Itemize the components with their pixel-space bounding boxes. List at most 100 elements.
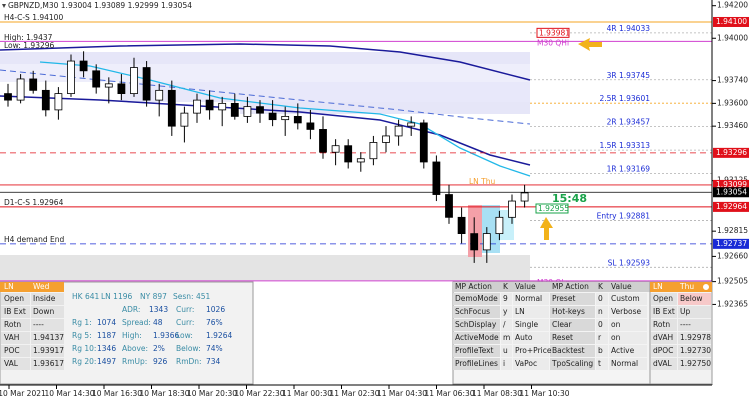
price-marker-label: 1.92964: [716, 202, 747, 211]
stat: RmUp:: [122, 357, 147, 366]
cell: [501, 358, 512, 370]
x-tick-label: 11 Mar 06:30: [424, 389, 474, 398]
price-marker-box: [713, 147, 749, 158]
cell: [678, 306, 711, 318]
stat: 926: [153, 357, 168, 366]
panel-cell: 1.94137: [33, 333, 64, 342]
cell: [513, 332, 549, 344]
settings-cell: ActiveMode: [455, 333, 499, 342]
timer: 15:48: [552, 192, 587, 205]
candle-body: [167, 89, 176, 127]
level-label: H4-C-S 1.94100: [4, 13, 63, 22]
cell: [31, 358, 64, 370]
candle-body: [445, 194, 453, 218]
panel-cell: IB Ext: [4, 307, 26, 316]
cell: [513, 319, 549, 331]
candle-body: [419, 122, 428, 163]
stat: 1343: [149, 305, 168, 314]
panel-cell: 1.92750: [680, 359, 711, 368]
settings-cell: LN: [515, 307, 525, 316]
panel-cell: Open: [4, 294, 24, 303]
settings-icon: [702, 283, 710, 291]
candle-body: [319, 129, 327, 153]
panel-header: LN: [653, 282, 663, 291]
settings-cell: ProfileText: [455, 346, 494, 355]
stat: 48: [153, 318, 163, 327]
panel-cell: Inside: [33, 294, 56, 303]
cell: [550, 306, 595, 318]
stat: 1.9264: [206, 331, 232, 340]
stat: Rg 10:: [72, 344, 96, 353]
stat: Spread:: [122, 318, 151, 327]
cell: [501, 306, 512, 318]
left-panel-header: [0, 282, 64, 292]
candle-body: [457, 216, 466, 235]
settings-cell: n: [598, 307, 603, 316]
settings-cell: Pro+Price: [515, 346, 552, 355]
stat: 1346: [97, 344, 116, 353]
x-tick-label: 11 Mar 00:30: [282, 389, 332, 398]
cell: [609, 319, 647, 331]
y-tick-label: 1.92505: [717, 277, 748, 286]
price-marker-label: 1.93296: [716, 148, 747, 157]
candle-body: [41, 89, 50, 111]
panel-cell: dPOC: [653, 346, 673, 355]
cell: [596, 306, 608, 318]
stat: 1187: [97, 331, 116, 340]
candle-body: [155, 89, 164, 101]
candle-body: [281, 115, 290, 121]
cell: [596, 345, 608, 357]
settings-cell: Single: [515, 320, 538, 329]
panel-cell: Rotn: [4, 320, 21, 329]
price-marker-label: 1.93099: [716, 180, 747, 189]
candle-body: [407, 122, 416, 127]
y-tick-label: 1.94000: [717, 33, 748, 42]
stat: Rg 5:: [72, 331, 92, 340]
info-low: Low: 1.93296: [4, 41, 55, 50]
x-tick-label: 11 Mar 02:30: [329, 389, 379, 398]
panel-cell: ----: [33, 320, 44, 329]
candle-body: [344, 145, 353, 163]
candle-body: [470, 233, 479, 251]
level-label: 1R 1.93169: [607, 165, 651, 174]
candles: [4, 51, 529, 263]
settings-cell: on: [611, 320, 621, 329]
level-label: 3R 1.93745: [607, 71, 651, 80]
level-label: M30 QHi: [537, 38, 569, 47]
cell: [501, 293, 512, 305]
cell: [513, 358, 549, 370]
candle-body: [382, 135, 390, 143]
cell: [453, 306, 500, 318]
candle-body: [92, 70, 101, 88]
candle-body: [4, 93, 12, 101]
bid-box: [535, 203, 569, 214]
y-tick-label: 1.93460: [717, 121, 748, 130]
settings-cell: Active: [611, 346, 635, 355]
cell: [1, 319, 30, 331]
x-tick-label: 10 Mar 20:30: [187, 389, 237, 398]
cell: [596, 319, 608, 331]
cell: [31, 293, 64, 305]
cell: [550, 345, 595, 357]
candle-body: [482, 233, 491, 251]
cell: [678, 319, 711, 331]
settings-cell: m: [503, 333, 510, 342]
stat: 74%: [206, 344, 223, 353]
stat: RmDn:: [176, 357, 202, 366]
settings-cell: Preset: [552, 294, 575, 303]
cell: [651, 306, 677, 318]
candle-body: [508, 200, 516, 218]
level-label: 2R 1.93457: [607, 118, 651, 127]
cell: [678, 345, 711, 357]
stat: Rg 20:: [72, 357, 96, 366]
y-tick-label: 1.92815: [717, 226, 748, 235]
price-marker-label: 1.94100: [716, 17, 747, 26]
x-tick-label: 10 Mar 22:30: [234, 389, 284, 398]
cell: [651, 319, 677, 331]
candle-body: [230, 102, 239, 117]
cell: [678, 293, 711, 305]
panel-cell: VAH: [4, 333, 19, 342]
settings-cell: 0: [598, 320, 603, 329]
cell: [453, 345, 500, 357]
x-tick-label: 10 Mar 16:30: [92, 389, 142, 398]
